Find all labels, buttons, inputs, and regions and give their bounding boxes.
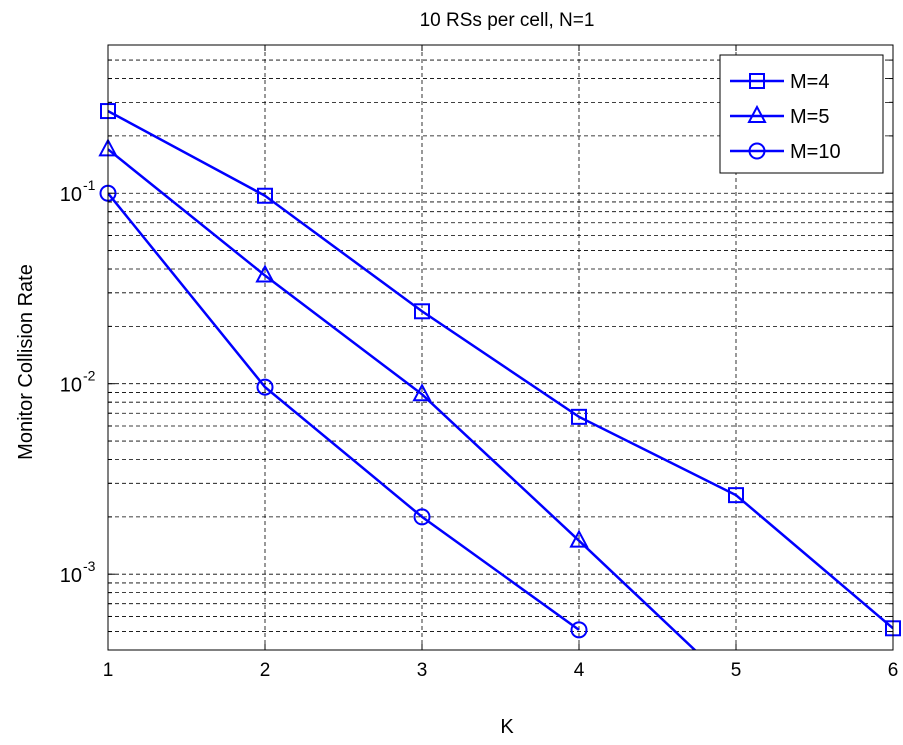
y-tick-exponent: -3 [83,558,96,574]
y-tick-exponent: -2 [83,368,96,384]
legend-label: M=10 [790,141,841,163]
chart-title: 10 RSs per cell, N=1 [420,10,595,31]
x-tick-label: 2 [260,660,271,681]
y-tick-label: 10 [60,565,82,587]
x-tick-label: 3 [417,660,428,681]
y-tick-label: 10 [60,375,82,397]
legend: M=4 M=5 M=10 [720,55,883,173]
x-tick-label: 5 [731,660,742,681]
y-axis-label: Monitor Collision Rate [15,264,37,460]
x-tick-labels: 1 2 3 4 5 6 [103,660,899,681]
x-axis-label: K [500,716,514,738]
x-tick-label: 4 [574,660,585,681]
x-tick-label: 1 [103,660,114,681]
y-tick-label: 10 [60,184,82,206]
y-tick-labels: 10-110-210-3 [60,177,96,587]
x-tick-label: 6 [888,660,899,681]
y-tick-exponent: -1 [83,177,96,193]
legend-label: M=5 [790,106,829,128]
legend-label: M=4 [790,71,829,93]
